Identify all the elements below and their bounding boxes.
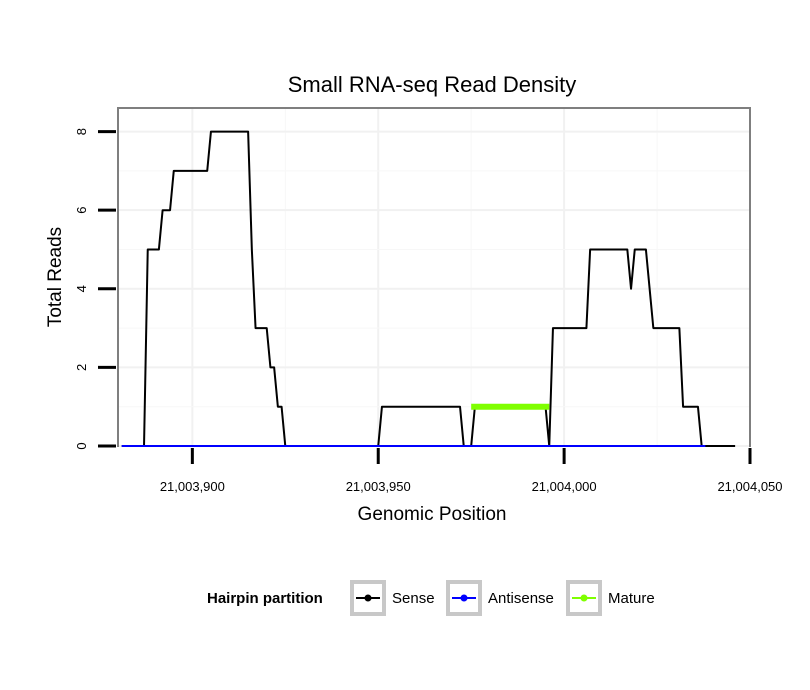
legend-dot-sense <box>364 594 372 602</box>
x-tick-label-3: 21,004,050 <box>717 479 782 494</box>
x-tick-label-0: 21,003,900 <box>160 479 225 494</box>
legend-item-sense: Sense <box>350 580 435 616</box>
legend-dot-antisense <box>460 594 468 602</box>
chart-title: Small RNA-seq Read Density <box>288 72 577 97</box>
x-axis: 21,003,900 21,003,950 21,004,000 21,004,050 <box>160 448 783 494</box>
legend-item-mature: Mature <box>566 580 655 616</box>
plot-panel <box>117 107 751 447</box>
y-tick-label-2: 4 <box>74 285 89 292</box>
legend-dot-mature <box>580 594 588 602</box>
legend: Hairpin partition Sense Antisense Mature <box>207 580 655 616</box>
y-tick-label-3: 6 <box>74 207 89 214</box>
y-tick-label-4: 8 <box>74 128 89 135</box>
x-axis-title: Genomic Position <box>358 504 507 525</box>
legend-item-antisense: Antisense <box>446 580 554 616</box>
y-tick-label-1: 2 <box>74 364 89 371</box>
x-tick-label-2: 21,004,000 <box>532 479 597 494</box>
x-tick-label-1: 21,003,950 <box>346 479 411 494</box>
y-axis-title: Total Reads <box>45 227 66 327</box>
legend-title: Hairpin partition <box>207 590 323 607</box>
legend-label-mature: Mature <box>608 590 655 607</box>
legend-label-sense: Sense <box>392 590 435 607</box>
y-tick-label-0: 0 <box>74 442 89 449</box>
legend-label-antisense: Antisense <box>488 590 554 607</box>
series-layer <box>121 130 736 447</box>
series-line-sense <box>121 130 736 447</box>
y-axis: 0 2 4 6 8 <box>74 128 116 450</box>
